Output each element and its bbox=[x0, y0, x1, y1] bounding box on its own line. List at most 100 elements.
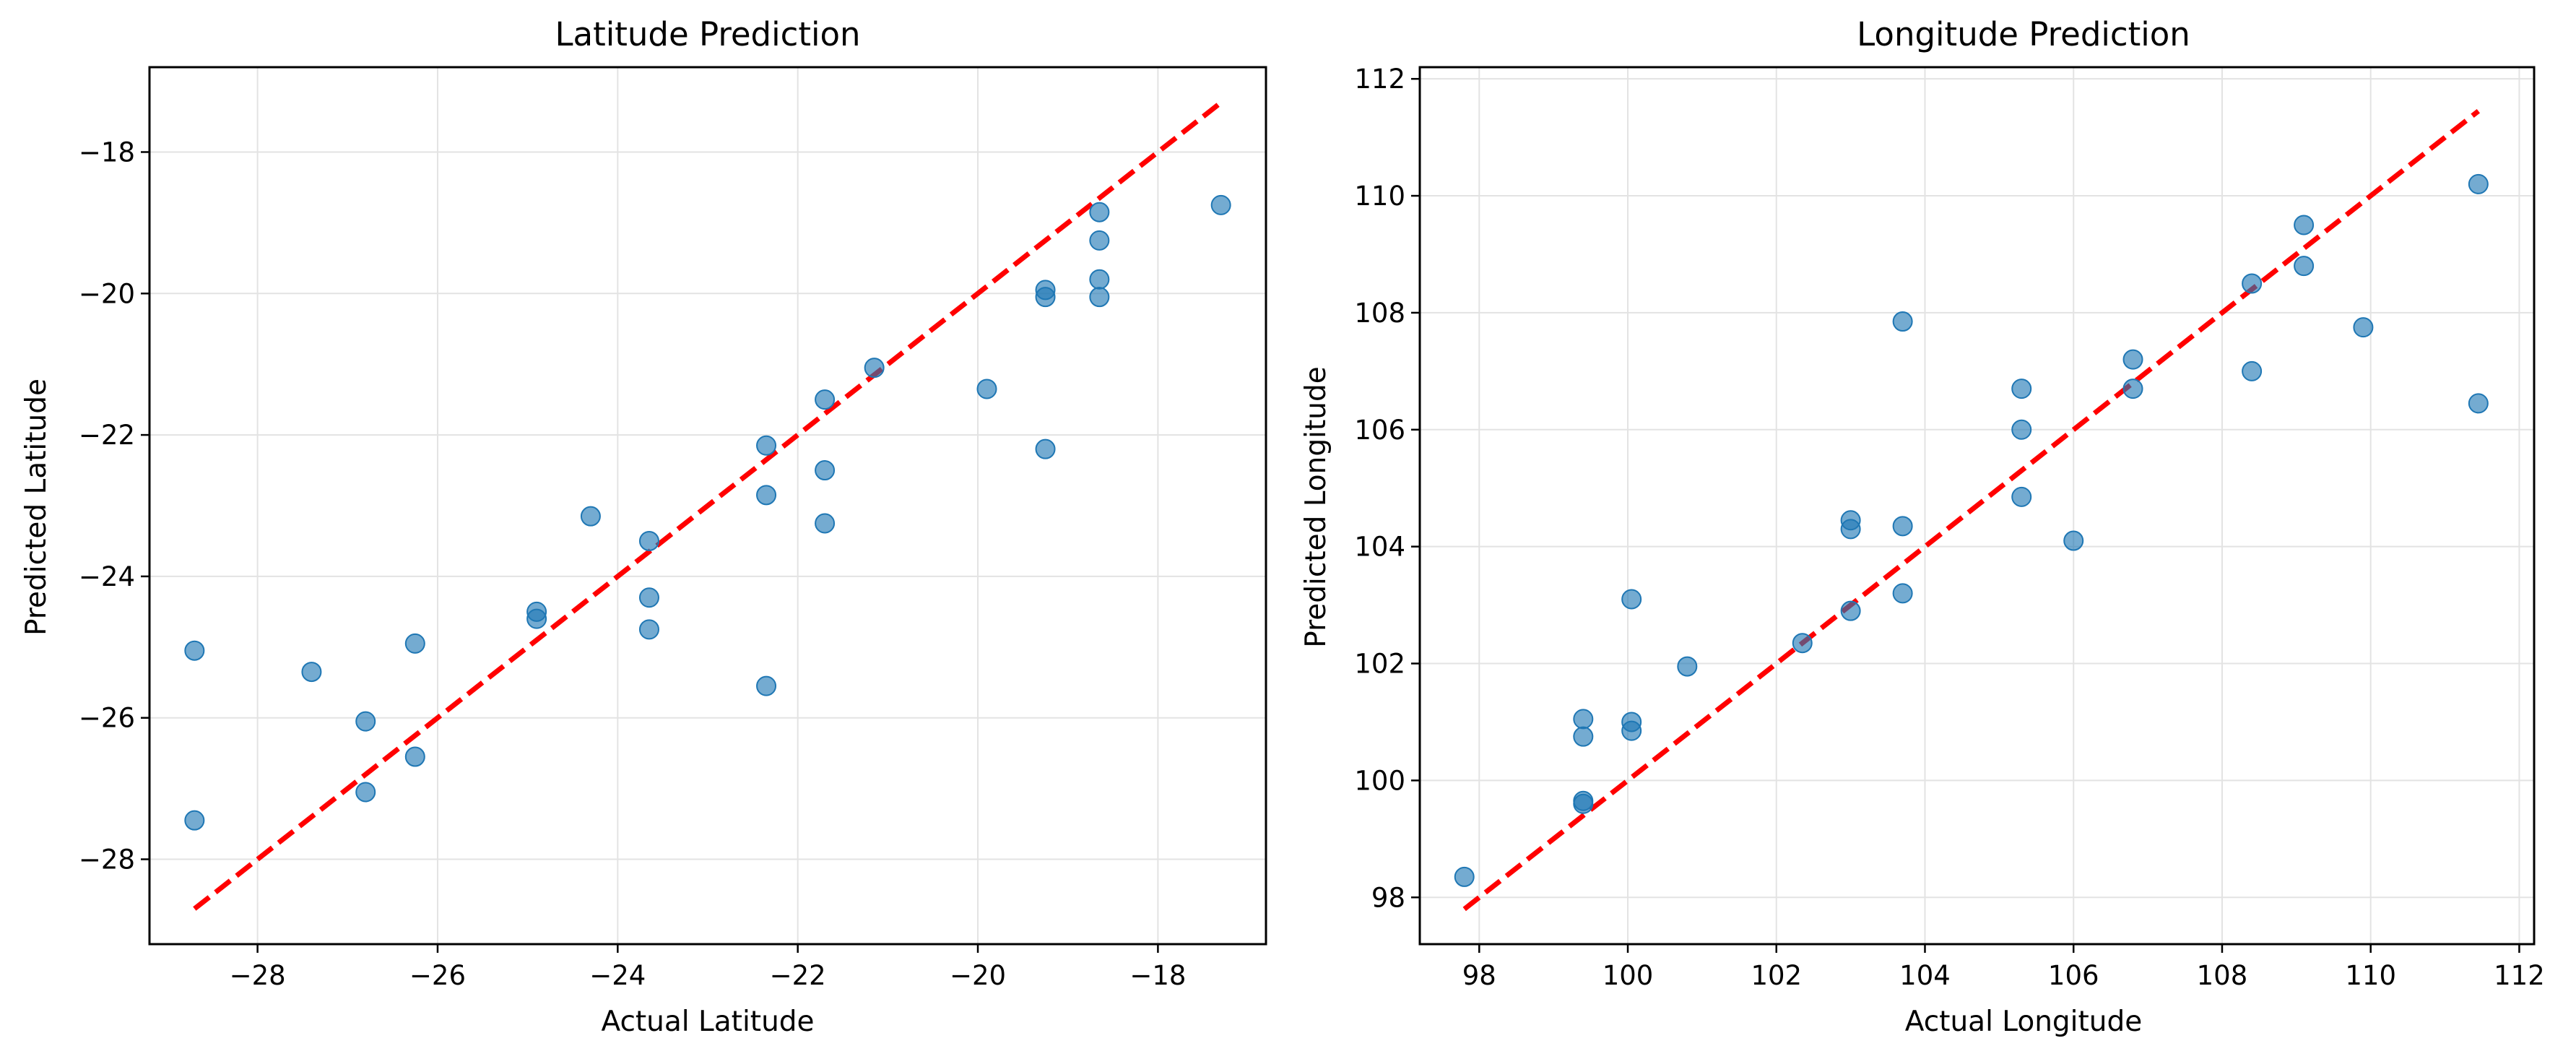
data-point bbox=[815, 389, 836, 410]
data-point bbox=[2011, 419, 2032, 440]
axis-ticks: −28 −26 −24 −22 −20 −18 −28 −26 −24 −22 −20 −18 bbox=[79, 137, 1187, 991]
data-point bbox=[301, 662, 322, 683]
data-point bbox=[756, 485, 777, 506]
data-point bbox=[1573, 790, 1594, 811]
x-tick-label: 102 bbox=[1751, 960, 1802, 991]
data-point bbox=[355, 711, 376, 732]
data-point bbox=[1840, 600, 1861, 621]
data-point bbox=[1840, 510, 1861, 531]
data-point bbox=[756, 435, 777, 456]
data-point bbox=[1089, 202, 1110, 222]
grid-lines bbox=[149, 67, 1266, 944]
data-point bbox=[2242, 360, 2263, 381]
y-tick-label: 100 bbox=[1354, 765, 1405, 796]
data-point bbox=[1621, 712, 1642, 732]
reference-line-layer bbox=[193, 100, 1223, 911]
axis-ticks: 98 100 102 104 106 108 110 112 98 100 102 104 106 108… bbox=[1354, 64, 2544, 991]
data-point bbox=[2468, 173, 2489, 194]
data-point bbox=[1035, 287, 1056, 308]
y-tick-label: 98 bbox=[1371, 882, 1405, 913]
grid-lines bbox=[1420, 67, 2534, 944]
data-point bbox=[580, 506, 601, 527]
x-tick-label: 98 bbox=[1462, 960, 1496, 991]
x-tick-label: −24 bbox=[589, 960, 646, 991]
data-point bbox=[2122, 349, 2143, 370]
data-point bbox=[1573, 726, 1594, 747]
x-tick-label: 100 bbox=[1603, 960, 1654, 991]
data-point bbox=[526, 608, 547, 629]
y-axis-label: Predicted Longitude bbox=[1300, 366, 1332, 647]
y-tick-label: −26 bbox=[79, 703, 135, 734]
x-tick-label: −22 bbox=[770, 960, 826, 991]
data-point bbox=[976, 379, 997, 399]
y-tick-label: −18 bbox=[79, 137, 135, 168]
reference-line-layer bbox=[1462, 108, 2481, 912]
plot-frame bbox=[148, 66, 1267, 946]
y-tick-label: 106 bbox=[1354, 415, 1405, 446]
data-point bbox=[1621, 589, 1642, 610]
data-point bbox=[404, 746, 425, 767]
data-point bbox=[1892, 311, 1913, 332]
data-point bbox=[2011, 379, 2032, 399]
data-point bbox=[638, 530, 659, 551]
x-tick-label: 106 bbox=[2048, 960, 2099, 991]
ideal-prediction-line bbox=[193, 100, 1223, 911]
data-point bbox=[1792, 633, 1813, 654]
longitude-plot: Longitude Prediction Actual Longitude Pr… bbox=[1300, 15, 2545, 1038]
data-point bbox=[355, 782, 376, 803]
data-point bbox=[1035, 438, 1056, 459]
data-points bbox=[1454, 173, 2489, 887]
data-point bbox=[2063, 530, 2084, 551]
y-tick-label: −20 bbox=[79, 278, 135, 309]
data-point bbox=[756, 675, 777, 696]
x-tick-label: 108 bbox=[2197, 960, 2248, 991]
chart-title: Longitude Prediction bbox=[1857, 15, 2190, 53]
plot-frame bbox=[1418, 66, 2536, 946]
x-tick-label: 112 bbox=[2494, 960, 2545, 991]
x-tick-label: −26 bbox=[409, 960, 466, 991]
data-point bbox=[1089, 269, 1110, 290]
data-point bbox=[1454, 866, 1475, 887]
data-point bbox=[1677, 656, 1698, 677]
y-tick-label: −24 bbox=[79, 561, 135, 592]
data-point bbox=[2122, 379, 2143, 399]
y-tick-label: −28 bbox=[79, 844, 135, 876]
y-tick-label: 108 bbox=[1354, 298, 1405, 329]
data-point bbox=[1089, 287, 1110, 308]
data-point bbox=[2353, 317, 2374, 338]
data-point bbox=[638, 587, 659, 608]
x-axis-label: Actual Longitude bbox=[1905, 1006, 2143, 1038]
data-point bbox=[1573, 709, 1594, 730]
x-tick-label: 110 bbox=[2345, 960, 2396, 991]
data-point bbox=[1210, 194, 1231, 215]
data-point bbox=[2242, 273, 2263, 294]
data-point bbox=[404, 633, 425, 654]
ideal-prediction-line bbox=[1462, 108, 2481, 912]
data-point bbox=[2011, 486, 2032, 507]
data-point bbox=[815, 513, 836, 534]
y-tick-label: 110 bbox=[1354, 181, 1405, 212]
y-axis-label: Predicted Latitude bbox=[20, 379, 53, 636]
data-point bbox=[2468, 393, 2489, 414]
data-point bbox=[2294, 256, 2315, 277]
data-point bbox=[1892, 583, 1913, 604]
x-tick-label: −18 bbox=[1129, 960, 1186, 991]
data-point bbox=[184, 640, 205, 661]
data-point bbox=[864, 358, 885, 379]
data-point bbox=[638, 619, 659, 640]
y-tick-label: 104 bbox=[1354, 532, 1405, 563]
data-point bbox=[184, 810, 205, 831]
x-tick-label: −20 bbox=[950, 960, 1006, 991]
y-tick-label: −22 bbox=[79, 420, 135, 451]
latitude-plot: Latitude Prediction Actual Latitude Pred… bbox=[20, 15, 1267, 1038]
data-point bbox=[815, 460, 836, 481]
chart-title: Latitude Prediction bbox=[555, 15, 860, 53]
x-axis-label: Actual Latitude bbox=[601, 1006, 814, 1038]
data-point bbox=[1892, 516, 1913, 537]
x-tick-label: 104 bbox=[1899, 960, 1951, 991]
data-point bbox=[2294, 215, 2315, 235]
y-tick-label: 112 bbox=[1354, 64, 1405, 95]
data-point bbox=[1089, 230, 1110, 251]
